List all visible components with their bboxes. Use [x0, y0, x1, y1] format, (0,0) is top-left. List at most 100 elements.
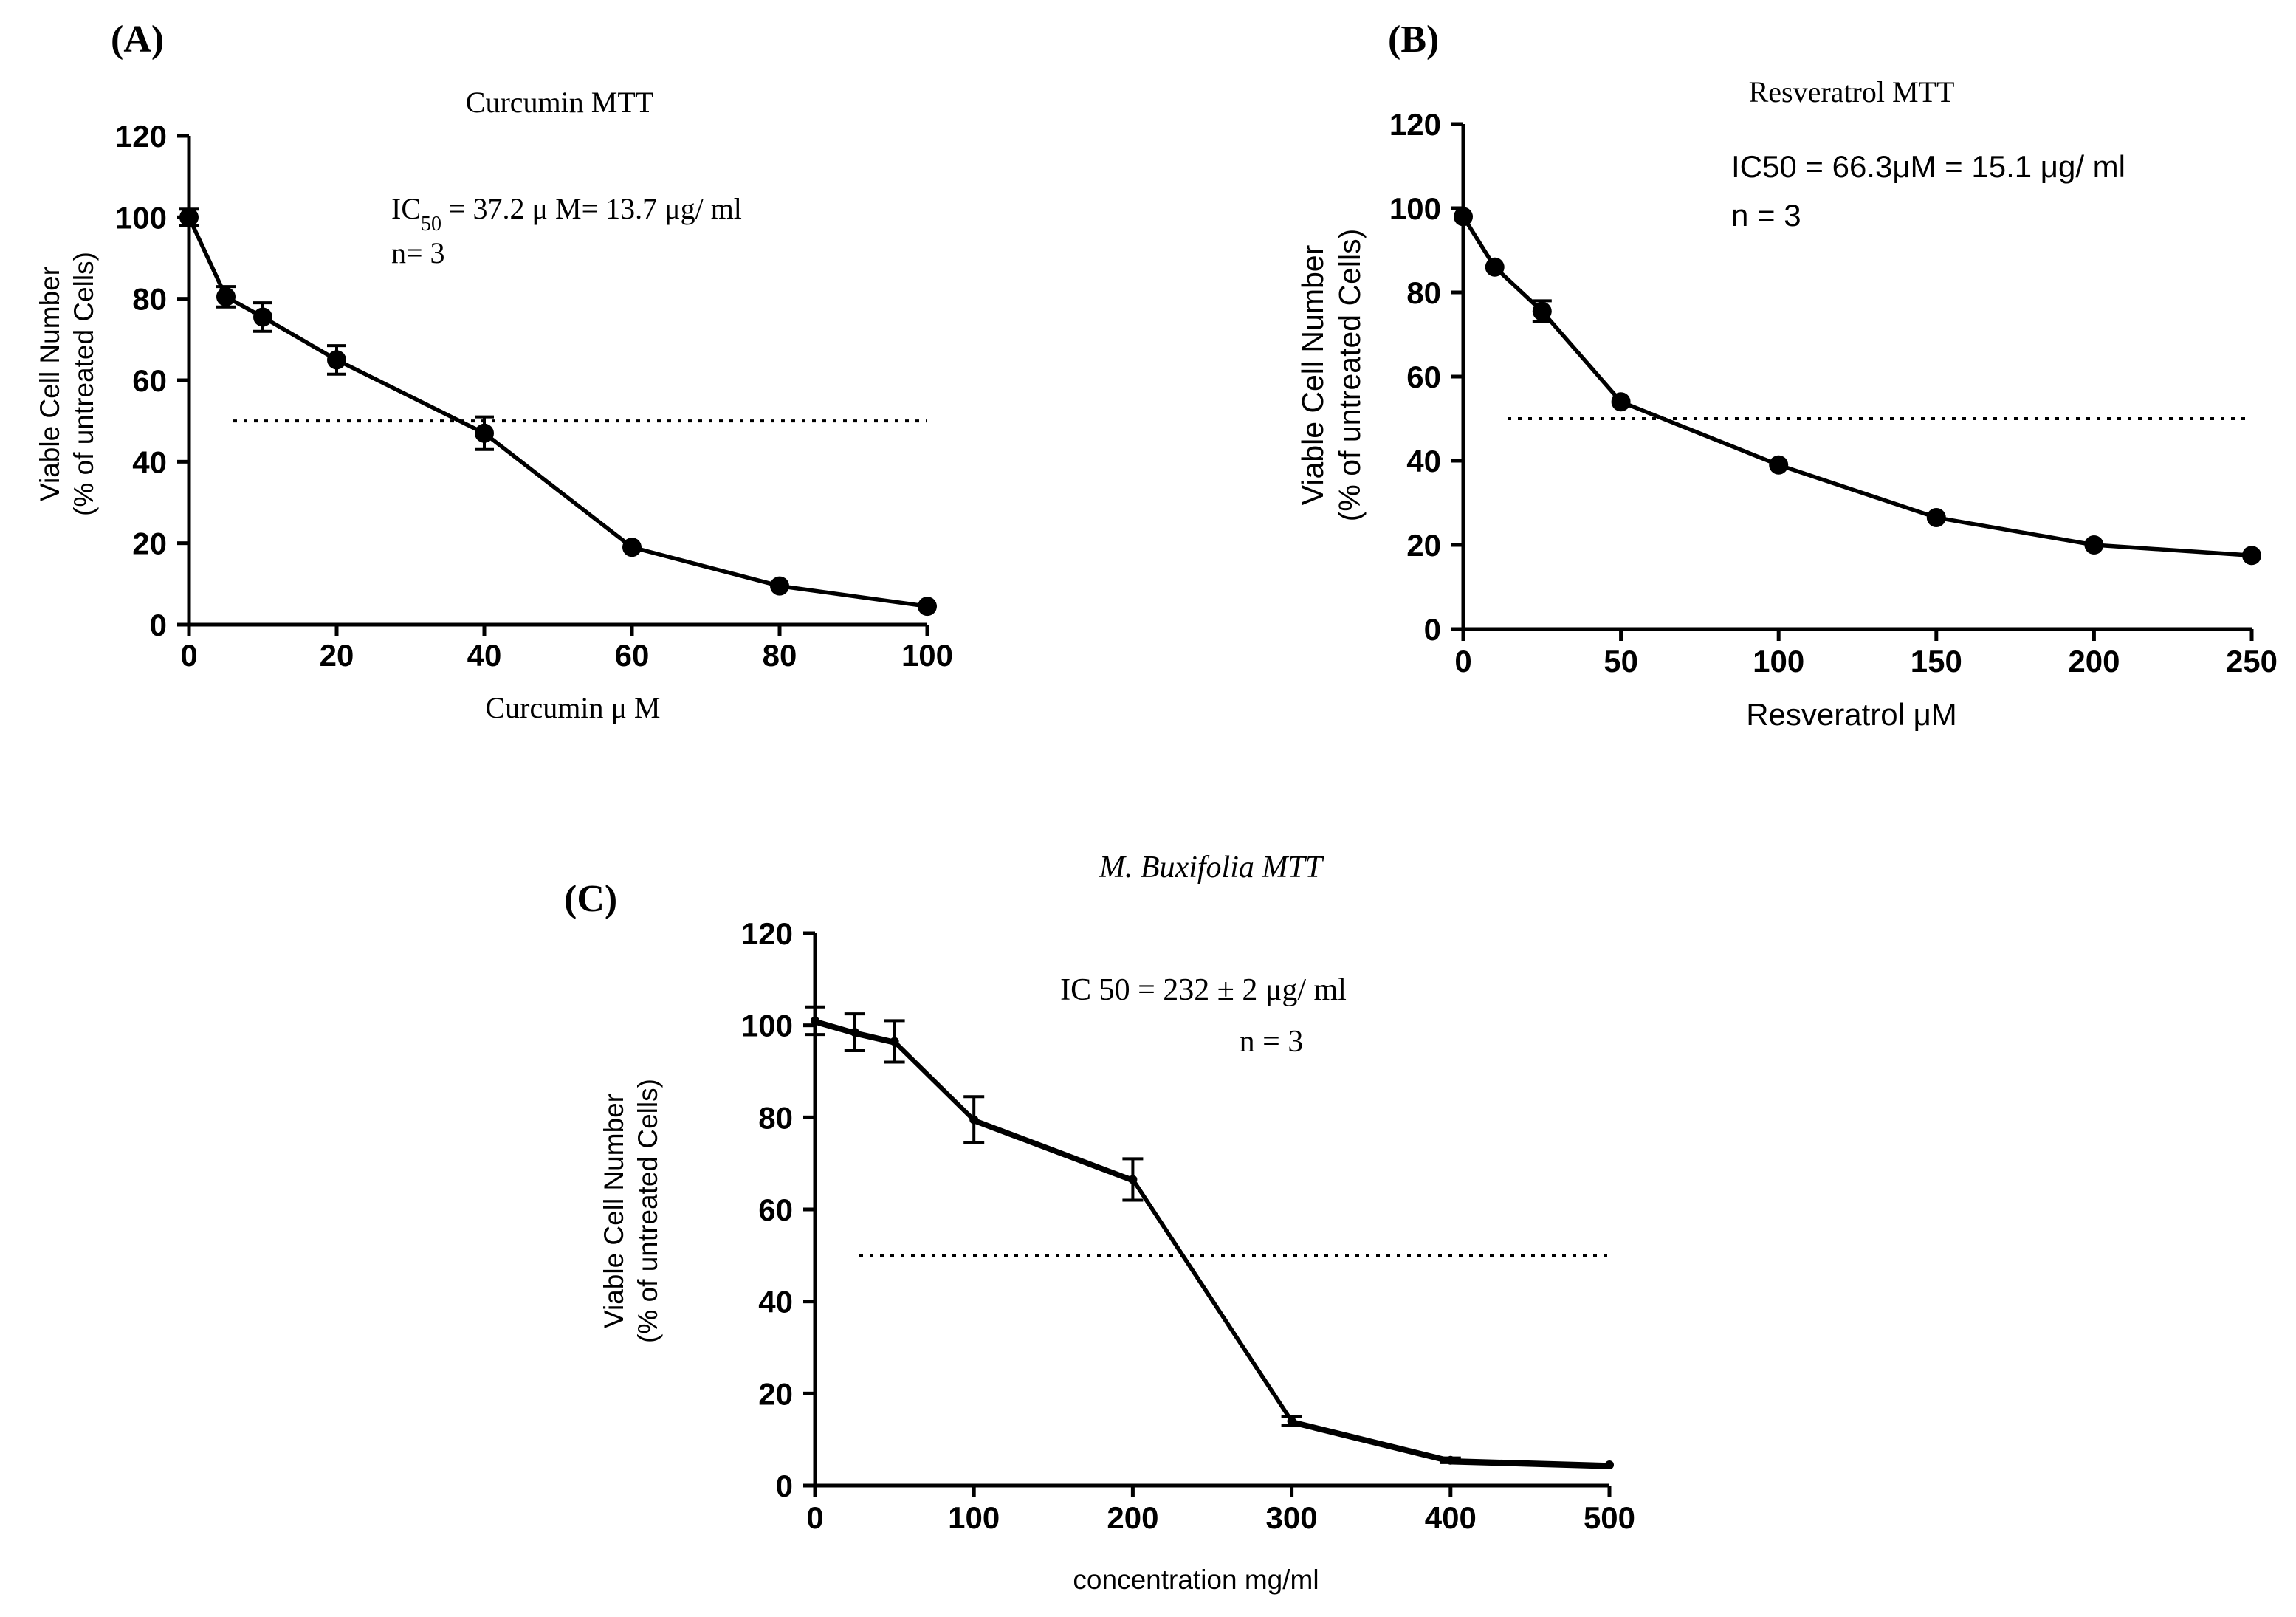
panel-b-annotation-ic50: IC50 = 66.3μM = 15.1 μg/ ml	[1731, 149, 2125, 184]
panel-c-ytick-label-80: 80	[758, 1100, 793, 1135]
panel-a-ylabel-line1: Viable Cell Number	[35, 267, 65, 501]
panel-c-ytick-label-20: 20	[758, 1376, 793, 1411]
panel-a-data-point-6	[770, 576, 789, 596]
panel-c-xlabel: concentration mg/ml	[1073, 1565, 1319, 1595]
panel-b-ytick-label-100: 100	[1389, 191, 1441, 226]
panel-c-data-point-6	[1446, 1455, 1455, 1465]
panel-b-title: Resveratrol MTT	[1749, 75, 1955, 109]
panel-c-ylabel-line1: Viable Cell Number	[599, 1094, 629, 1328]
panel-c-data-point-4	[1128, 1175, 1138, 1184]
panel-b-ytick-label-120: 120	[1389, 107, 1441, 142]
panel-a-ic50-subscript: 50	[421, 213, 441, 236]
panel-a-data-point-4	[475, 423, 494, 443]
panel-a-ylabel: Viable Cell Number (% of untreated Cells…	[35, 252, 99, 516]
panel-a-label: (A)	[111, 18, 164, 61]
panel-b-xtick-label-250: 250	[2226, 644, 2278, 679]
panel-a-xtick-label-0: 0	[180, 638, 197, 673]
panel-a-xtick-label-100: 100	[901, 638, 953, 673]
panel-a-ytick-label-0: 0	[150, 608, 167, 642]
panel-a-ytick-label-40: 40	[132, 444, 167, 479]
panel-b-xtick-label-0: 0	[1454, 644, 1471, 679]
panel-c-ytick-label-120: 120	[741, 916, 793, 951]
panel-c-ylabel: Viable Cell Number (% of untreated Cells…	[599, 1079, 663, 1343]
panel-b-xtick-label-100: 100	[1753, 644, 1804, 679]
panel-a-xtick-label-60: 60	[615, 638, 650, 673]
panel-b-xtick-label-150: 150	[1911, 644, 1962, 679]
panel-a-data-point-3	[327, 350, 346, 370]
panel-c-data-point-1	[850, 1028, 859, 1037]
panel-c-annotation-n: n = 3	[1240, 1025, 1304, 1059]
panel-b-ytick-label-20: 20	[1406, 528, 1441, 563]
panel-b-xtick-label-50: 50	[1604, 644, 1638, 679]
panel-a-ytick-label-60: 60	[132, 363, 167, 398]
panel-a-ic50-rest: = 37.2 μ M= 13.7 μg/ ml	[441, 192, 742, 225]
panel-a-xtick-label-40: 40	[467, 638, 502, 673]
panel-a-ytick-label-120: 120	[115, 119, 167, 154]
panel-b-data-point-6	[2084, 535, 2104, 555]
panel-c-plot-area: 0 20 40 60 80 100 120 0 100 200 300 400 500	[741, 916, 1635, 1535]
panel-b-xtick-label-200: 200	[2068, 644, 2120, 679]
panel-a-ylabel-line2: (% of untreated Cells)	[69, 252, 99, 516]
panel-a-title: Curcumin MTT	[466, 86, 653, 119]
panel-b-data-point-0	[1454, 207, 1473, 227]
panel-c: (C) M. Buxifolia MTT IC 50 = 232 ± 2 μg/…	[564, 851, 1635, 1595]
panel-a-data-point-2	[253, 307, 272, 327]
panel-b-ytick-label-40: 40	[1406, 444, 1441, 478]
panel-a-data-point-1	[216, 286, 236, 306]
panel-a-data-point-5	[622, 538, 642, 557]
panel-b-ylabel: Viable Cell Number (% of untreated Cells…	[1296, 229, 1367, 522]
panel-b-data-point-3	[1611, 392, 1631, 412]
panel-a-data-point-0	[179, 207, 199, 227]
panel-b-data-point-4	[1769, 455, 1789, 475]
panel-c-xtick-label-300: 300	[1266, 1500, 1318, 1535]
panel-c-ylabel-line2: (% of untreated Cells)	[633, 1079, 663, 1343]
panel-c-annotation-ic50: IC 50 = 232 ± 2 μg/ ml	[1060, 973, 1347, 1007]
panel-a: (A) Curcumin MTT IC50 = 37.2 μ M= 13.7 μ…	[35, 18, 953, 724]
panel-a-ytick-label-80: 80	[132, 282, 167, 317]
panel-a-series-line	[187, 216, 928, 608]
panel-b-label: (B)	[1388, 18, 1439, 61]
panel-b-data-point-2	[1532, 301, 1552, 321]
panel-c-data-point-5	[1287, 1416, 1296, 1426]
panel-b-series-line	[1461, 215, 2252, 557]
panel-a-xtick-label-20: 20	[320, 638, 354, 673]
panel-b-ytick-label-60: 60	[1406, 360, 1441, 394]
panel-b-plot-area: 0 20 40 60 80 100 120 0 50 100 150 200 250	[1389, 107, 2278, 679]
panel-c-xtick-label-500: 500	[1584, 1500, 1635, 1535]
panel-b-xlabel: Resveratrol μM	[1746, 697, 1957, 732]
panel-b-data-point-1	[1485, 257, 1505, 277]
panel-c-title: M. Buxifolia MTT	[1099, 851, 1324, 885]
panel-c-xtick-label-100: 100	[948, 1500, 1000, 1535]
panel-a-ic50-text: IC	[391, 192, 421, 225]
panel-a-annotation-n: n= 3	[391, 236, 445, 270]
panel-c-ytick-label-40: 40	[758, 1285, 793, 1319]
panel-a-ytick-label-20: 20	[132, 526, 167, 561]
panel-c-data-point-7	[1605, 1460, 1614, 1469]
panel-c-ytick-label-0: 0	[776, 1469, 793, 1503]
panel-b-data-point-5	[1926, 507, 1946, 527]
panel-c-data-point-0	[811, 1016, 819, 1026]
panel-c-ytick-label-100: 100	[741, 1009, 793, 1043]
panel-a-ytick-label-100: 100	[115, 200, 167, 235]
panel-b: (B) Resveratrol MTT IC50 = 66.3μM = 15.1…	[1296, 18, 2278, 732]
panel-b-ytick-label-80: 80	[1406, 275, 1441, 310]
panel-c-xtick-label-0: 0	[806, 1500, 823, 1535]
panel-b-ylabel-line2: (% of untreated Cells)	[1333, 229, 1367, 522]
panel-b-ylabel-line1: Viable Cell Number	[1296, 245, 1330, 505]
panel-a-xlabel: Curcumin μ M	[486, 691, 661, 724]
panel-a-xtick-label-80: 80	[763, 638, 797, 673]
panel-a-annotation-ic50: IC50 = 37.2 μ M= 13.7 μg/ ml	[391, 192, 742, 236]
panel-b-annotation-n: n = 3	[1731, 198, 1801, 233]
panel-c-xtick-label-400: 400	[1425, 1500, 1477, 1535]
panel-c-xtick-label-200: 200	[1107, 1500, 1158, 1535]
panel-c-series-line	[814, 1018, 1610, 1467]
panel-c-data-point-2	[890, 1037, 899, 1046]
panel-c-label: (C)	[564, 878, 617, 920]
panel-a-data-point-7	[918, 597, 937, 617]
panel-b-ytick-label-0: 0	[1424, 612, 1441, 647]
panel-c-data-point-3	[969, 1115, 979, 1125]
panel-c-series-line-overlay	[816, 1020, 1612, 1469]
panel-c-ytick-label-60: 60	[758, 1192, 793, 1227]
panel-b-data-point-7	[2242, 546, 2261, 566]
